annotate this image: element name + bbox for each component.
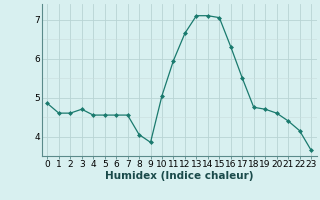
X-axis label: Humidex (Indice chaleur): Humidex (Indice chaleur) bbox=[105, 171, 253, 181]
